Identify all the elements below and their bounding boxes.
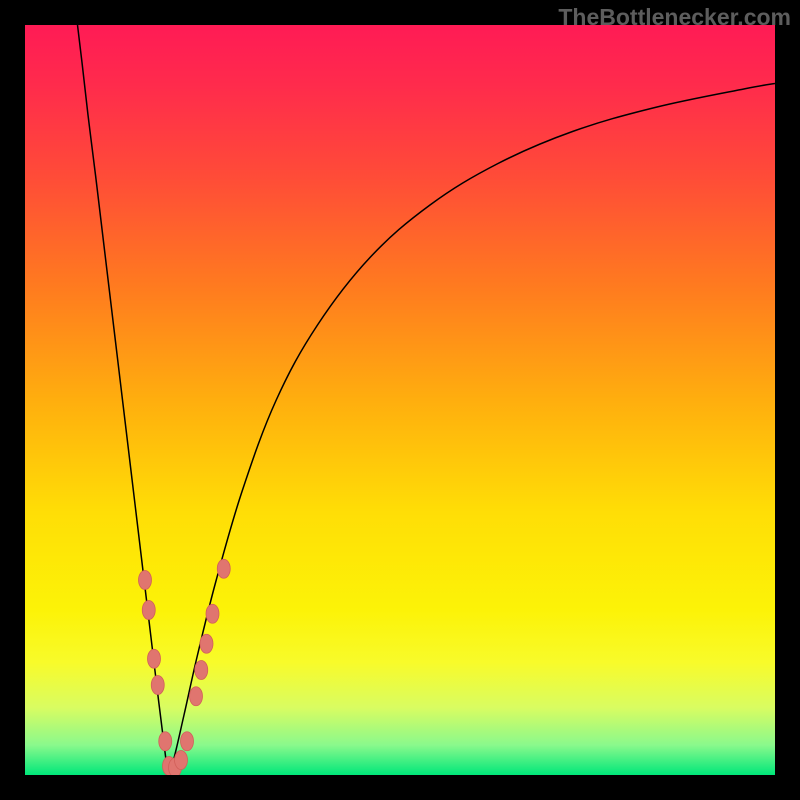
chart-container: TheBottlenecker.com xyxy=(0,0,800,800)
watermark-text: TheBottlenecker.com xyxy=(558,4,791,31)
chart-border xyxy=(0,0,800,800)
